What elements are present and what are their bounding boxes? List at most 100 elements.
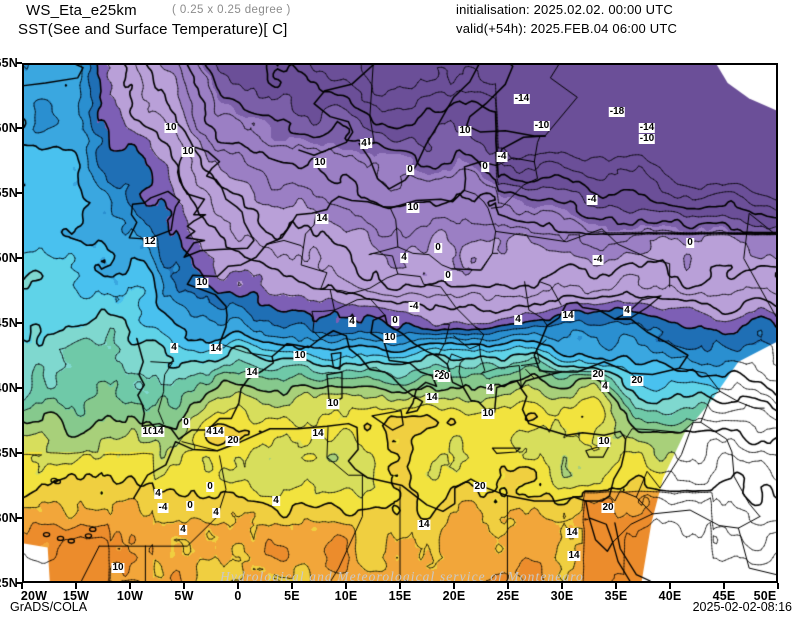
y-axis-label: 50N: [0, 251, 18, 265]
contour-label: 4: [400, 252, 408, 263]
contour-label: 10: [313, 157, 327, 168]
y-axis-label: 35N: [0, 446, 18, 460]
contour-label: 4: [601, 381, 609, 392]
generation-timestamp: 2025-02-02-08:16: [692, 600, 792, 614]
x-axis-label: 50E: [753, 589, 777, 603]
contour-label: 0: [444, 270, 452, 281]
contour-label: 0: [186, 500, 194, 511]
contour-label: 4: [514, 314, 522, 325]
chart-header: WS_Eta_e25km ( 0.25 x 0.25 degree ) SST(…: [0, 0, 800, 52]
y-axis-tick: [16, 62, 22, 64]
contour-label: 4: [364, 137, 372, 148]
contour-label: 10: [141, 426, 155, 437]
x-axis-label: 5W: [174, 589, 194, 603]
x-axis-tick: [75, 583, 77, 589]
contour-label: -10: [533, 120, 551, 131]
contour-label: 14: [211, 426, 225, 437]
contour-label: 14: [311, 428, 325, 439]
contour-label: 20: [437, 371, 451, 382]
contour-label: 10: [164, 122, 178, 133]
contour-label: 4: [205, 426, 213, 437]
x-axis-label: 25E: [496, 589, 520, 603]
x-axis-tick: [129, 583, 131, 589]
y-axis-label: 55N: [0, 186, 18, 200]
contour-label: 14: [151, 426, 165, 437]
contour-label: 10: [406, 202, 420, 213]
y-axis-tick: [16, 387, 22, 389]
contour-label: -14: [638, 122, 656, 133]
variable-label: SST(See and Surface Temperature)[ C]: [18, 21, 288, 38]
y-axis-label: 30N: [0, 511, 18, 525]
contour-label: 4: [360, 138, 368, 149]
contour-label: 14: [425, 392, 439, 403]
contour-label: -18: [608, 106, 626, 117]
contour-label: 0: [434, 242, 442, 253]
contour-label: 20: [226, 435, 240, 446]
x-axis-tick: [723, 583, 725, 589]
x-axis-tick: [345, 583, 347, 589]
x-axis-label: 15E: [388, 589, 412, 603]
x-axis-tick: [183, 583, 185, 589]
valid-time-label: valid(+54h): 2025.FEB.04 06:00 UTC: [456, 21, 678, 36]
x-axis-label: 40E: [658, 589, 682, 603]
contour-label: 4: [272, 495, 280, 506]
x-axis-tick: [507, 583, 509, 589]
x-axis-label: 35E: [604, 589, 628, 603]
y-axis-label: 45N: [0, 316, 18, 330]
x-axis-tick: [615, 583, 617, 589]
x-axis-label: 0: [234, 589, 242, 603]
x-axis-label: 10W: [116, 589, 144, 603]
y-axis-tick: [16, 517, 22, 519]
contour-label: 10: [326, 398, 340, 409]
contour-label: 4: [170, 342, 178, 353]
contour-label: 0: [182, 417, 190, 428]
contour-label: 14: [567, 550, 581, 561]
x-axis-tick: [561, 583, 563, 589]
contour-label: 0: [391, 315, 399, 326]
x-axis-label: 30E: [550, 589, 574, 603]
x-axis-tick: [21, 583, 23, 589]
contour-label: 10: [383, 332, 397, 343]
x-axis-label: 5E: [284, 589, 300, 603]
contour-label: 4: [486, 383, 494, 394]
x-axis-label: 45E: [712, 589, 736, 603]
contour-label: 10: [481, 408, 495, 419]
contour-label: 14: [315, 213, 329, 224]
contour-label: -10: [638, 133, 656, 144]
contour-label: 20: [591, 369, 605, 380]
contour-label: -4: [496, 151, 508, 162]
y-axis-tick: [16, 192, 22, 194]
x-axis-label: 10E: [334, 589, 358, 603]
initialisation-label: initialisation: 2025.02.02. 00:00 UTC: [456, 2, 673, 17]
x-axis-label: 20E: [442, 589, 466, 603]
contour-label: 20: [473, 481, 487, 492]
contour-label: 14: [561, 310, 575, 321]
plot-frame: Hydrological and Meteorological service …: [22, 63, 778, 583]
x-axis-tick: [453, 583, 455, 589]
contour-label: 14: [565, 527, 579, 538]
contour-label: 14: [417, 519, 431, 530]
sst-contour-map: [24, 65, 776, 581]
y-axis-tick: [16, 322, 22, 324]
map-plot-area: Hydrological and Meteorological service …: [22, 63, 778, 583]
contour-label: 4: [179, 524, 187, 535]
contour-label: 10: [181, 146, 195, 157]
y-axis-label: 40N: [0, 381, 18, 395]
y-axis-label: 25N: [0, 576, 18, 590]
y-axis-tick: [16, 127, 22, 129]
y-axis-tick: [16, 582, 22, 584]
x-axis-tick: [399, 583, 401, 589]
resolution-label: ( 0.25 x 0.25 degree ): [172, 4, 291, 16]
contour-label: 0: [686, 237, 694, 248]
contour-label: 20: [601, 502, 615, 513]
x-axis-label: 15W: [62, 589, 90, 603]
contour-label: 4: [348, 316, 356, 327]
x-axis-tick: [291, 583, 293, 589]
x-axis-tick: [777, 583, 779, 589]
contour-label: 4: [623, 305, 631, 316]
contour-label: 4: [154, 488, 162, 499]
contour-label: 10: [597, 436, 611, 447]
y-axis-tick: [16, 257, 22, 259]
contour-label: -4: [157, 502, 169, 513]
contour-label: 0: [206, 481, 214, 492]
